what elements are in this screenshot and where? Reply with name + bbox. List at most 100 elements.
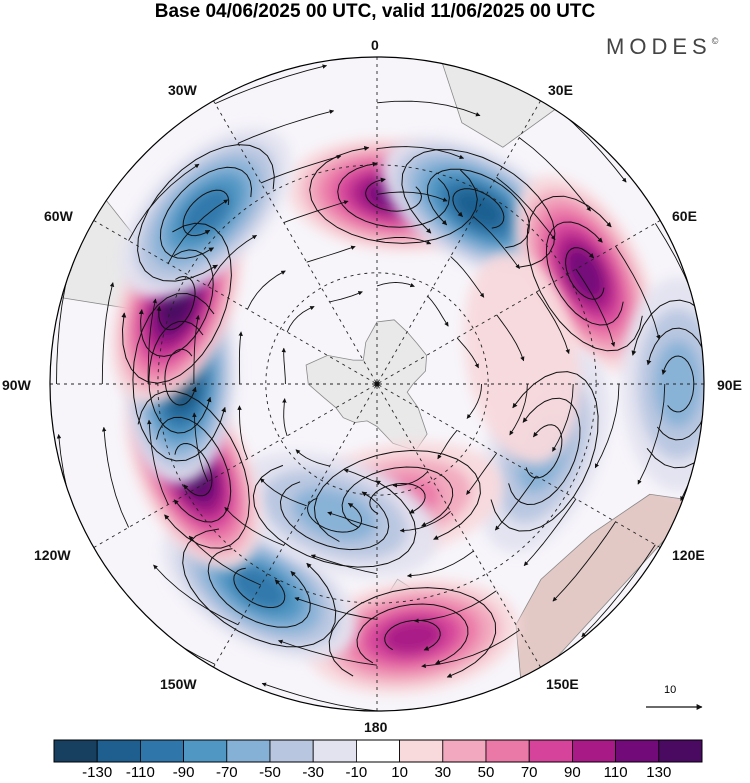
lon-label-0: 0	[371, 37, 379, 53]
streamline	[233, 567, 286, 608]
colorbar-tick-label: 90	[564, 764, 581, 781]
colorbar-swatch	[139, 739, 184, 763]
streamline	[309, 145, 478, 244]
streamline	[575, 268, 616, 347]
streamline	[414, 590, 497, 623]
streamline	[343, 468, 378, 483]
streamline	[509, 383, 528, 436]
streamline	[313, 449, 481, 542]
brand-logo: MODES©	[606, 34, 718, 60]
colorbar-swatch	[226, 739, 271, 763]
map-border	[49, 56, 705, 712]
streamline	[283, 200, 349, 224]
streamline	[224, 506, 284, 546]
colorbar-tick-label: -70	[215, 764, 238, 781]
colorbar-swatch	[442, 739, 487, 763]
streamline	[188, 535, 262, 586]
colorbar-tick-label: 30	[434, 764, 452, 781]
streamline	[281, 347, 286, 385]
streamline	[192, 412, 209, 482]
streamline	[101, 426, 130, 528]
lon-label-90w: 90W	[2, 377, 31, 393]
streamline	[101, 282, 115, 385]
anomaly-trough-45w	[120, 127, 292, 299]
colorbar-swatch	[183, 739, 228, 763]
streamline	[406, 550, 474, 578]
streamline	[496, 176, 556, 241]
streamline	[376, 281, 415, 288]
streamline	[376, 191, 448, 202]
colorbar-swatch	[96, 739, 141, 763]
streamline	[128, 163, 200, 241]
streamline	[365, 177, 423, 212]
streamline	[399, 511, 451, 533]
streamline	[490, 371, 599, 532]
streamline	[164, 348, 197, 406]
lon-label-30e: 30E	[548, 82, 573, 98]
colorbar-tick-label: -30	[302, 764, 325, 781]
streamline	[282, 398, 288, 437]
colorbar-swatch	[53, 739, 98, 763]
streamline	[421, 630, 520, 669]
colorbar-swatch	[528, 739, 573, 763]
streamline	[310, 554, 378, 575]
colorbar-tick-label: 10	[391, 764, 408, 781]
streamline	[631, 299, 704, 469]
streamline	[167, 199, 229, 264]
streamline	[279, 481, 390, 551]
map-title: Base 04/06/2025 00 UTC, valid 11/06/2025…	[154, 1, 596, 22]
colorbar-frame	[53, 739, 703, 763]
colorbar-swatch	[485, 739, 530, 763]
streamline	[328, 587, 497, 678]
brand-mark: ©	[711, 36, 719, 46]
streamline	[401, 149, 556, 268]
streamline	[452, 188, 505, 229]
lon-label-120e: 120E	[672, 547, 705, 563]
streamline	[207, 234, 257, 287]
streamline	[147, 419, 169, 505]
colorbar-tick-label: -50	[259, 764, 281, 781]
streamline	[132, 292, 227, 462]
streamline	[427, 295, 449, 327]
streamline	[147, 298, 158, 385]
streamline	[306, 497, 363, 533]
streamline	[286, 305, 315, 333]
streamline	[473, 216, 520, 269]
streamline	[159, 166, 253, 259]
lon-label-150w: 150W	[160, 676, 197, 692]
streamline	[121, 222, 232, 384]
colorbar-tick-label: -90	[172, 764, 195, 781]
colorbar-tick-label: -10	[345, 764, 368, 781]
streamline	[552, 383, 574, 452]
lon-label-60e: 60E	[672, 208, 697, 224]
streamline	[615, 245, 661, 340]
pole-marker	[374, 381, 380, 387]
streamline	[450, 256, 485, 298]
colorbar-tick-label: 50	[477, 764, 495, 781]
streamline	[581, 544, 656, 638]
graticule	[50, 57, 704, 711]
streamline	[518, 137, 591, 212]
streamline	[137, 390, 250, 549]
streamline	[174, 442, 213, 497]
streamline	[260, 154, 342, 184]
streamline	[376, 236, 432, 245]
streamline	[252, 464, 417, 568]
streamline	[137, 144, 275, 282]
colorbar-tick-label: 70	[520, 764, 538, 781]
colorbar-tick-label: 130	[646, 764, 672, 781]
streamline	[329, 291, 363, 303]
streamline	[535, 291, 570, 355]
streamline	[508, 397, 581, 506]
streamline	[456, 337, 479, 369]
streamline	[523, 498, 577, 567]
anomaly-trough-90e	[621, 277, 704, 491]
streamline	[182, 528, 337, 648]
streamline	[306, 245, 356, 263]
latitude-circle	[265, 272, 489, 496]
colorbar-swatch	[399, 739, 444, 763]
lon-label-30w: 30W	[168, 82, 197, 98]
colorbar-tick-label: 110	[603, 764, 628, 781]
streamline	[278, 639, 378, 666]
streamline	[207, 548, 311, 628]
